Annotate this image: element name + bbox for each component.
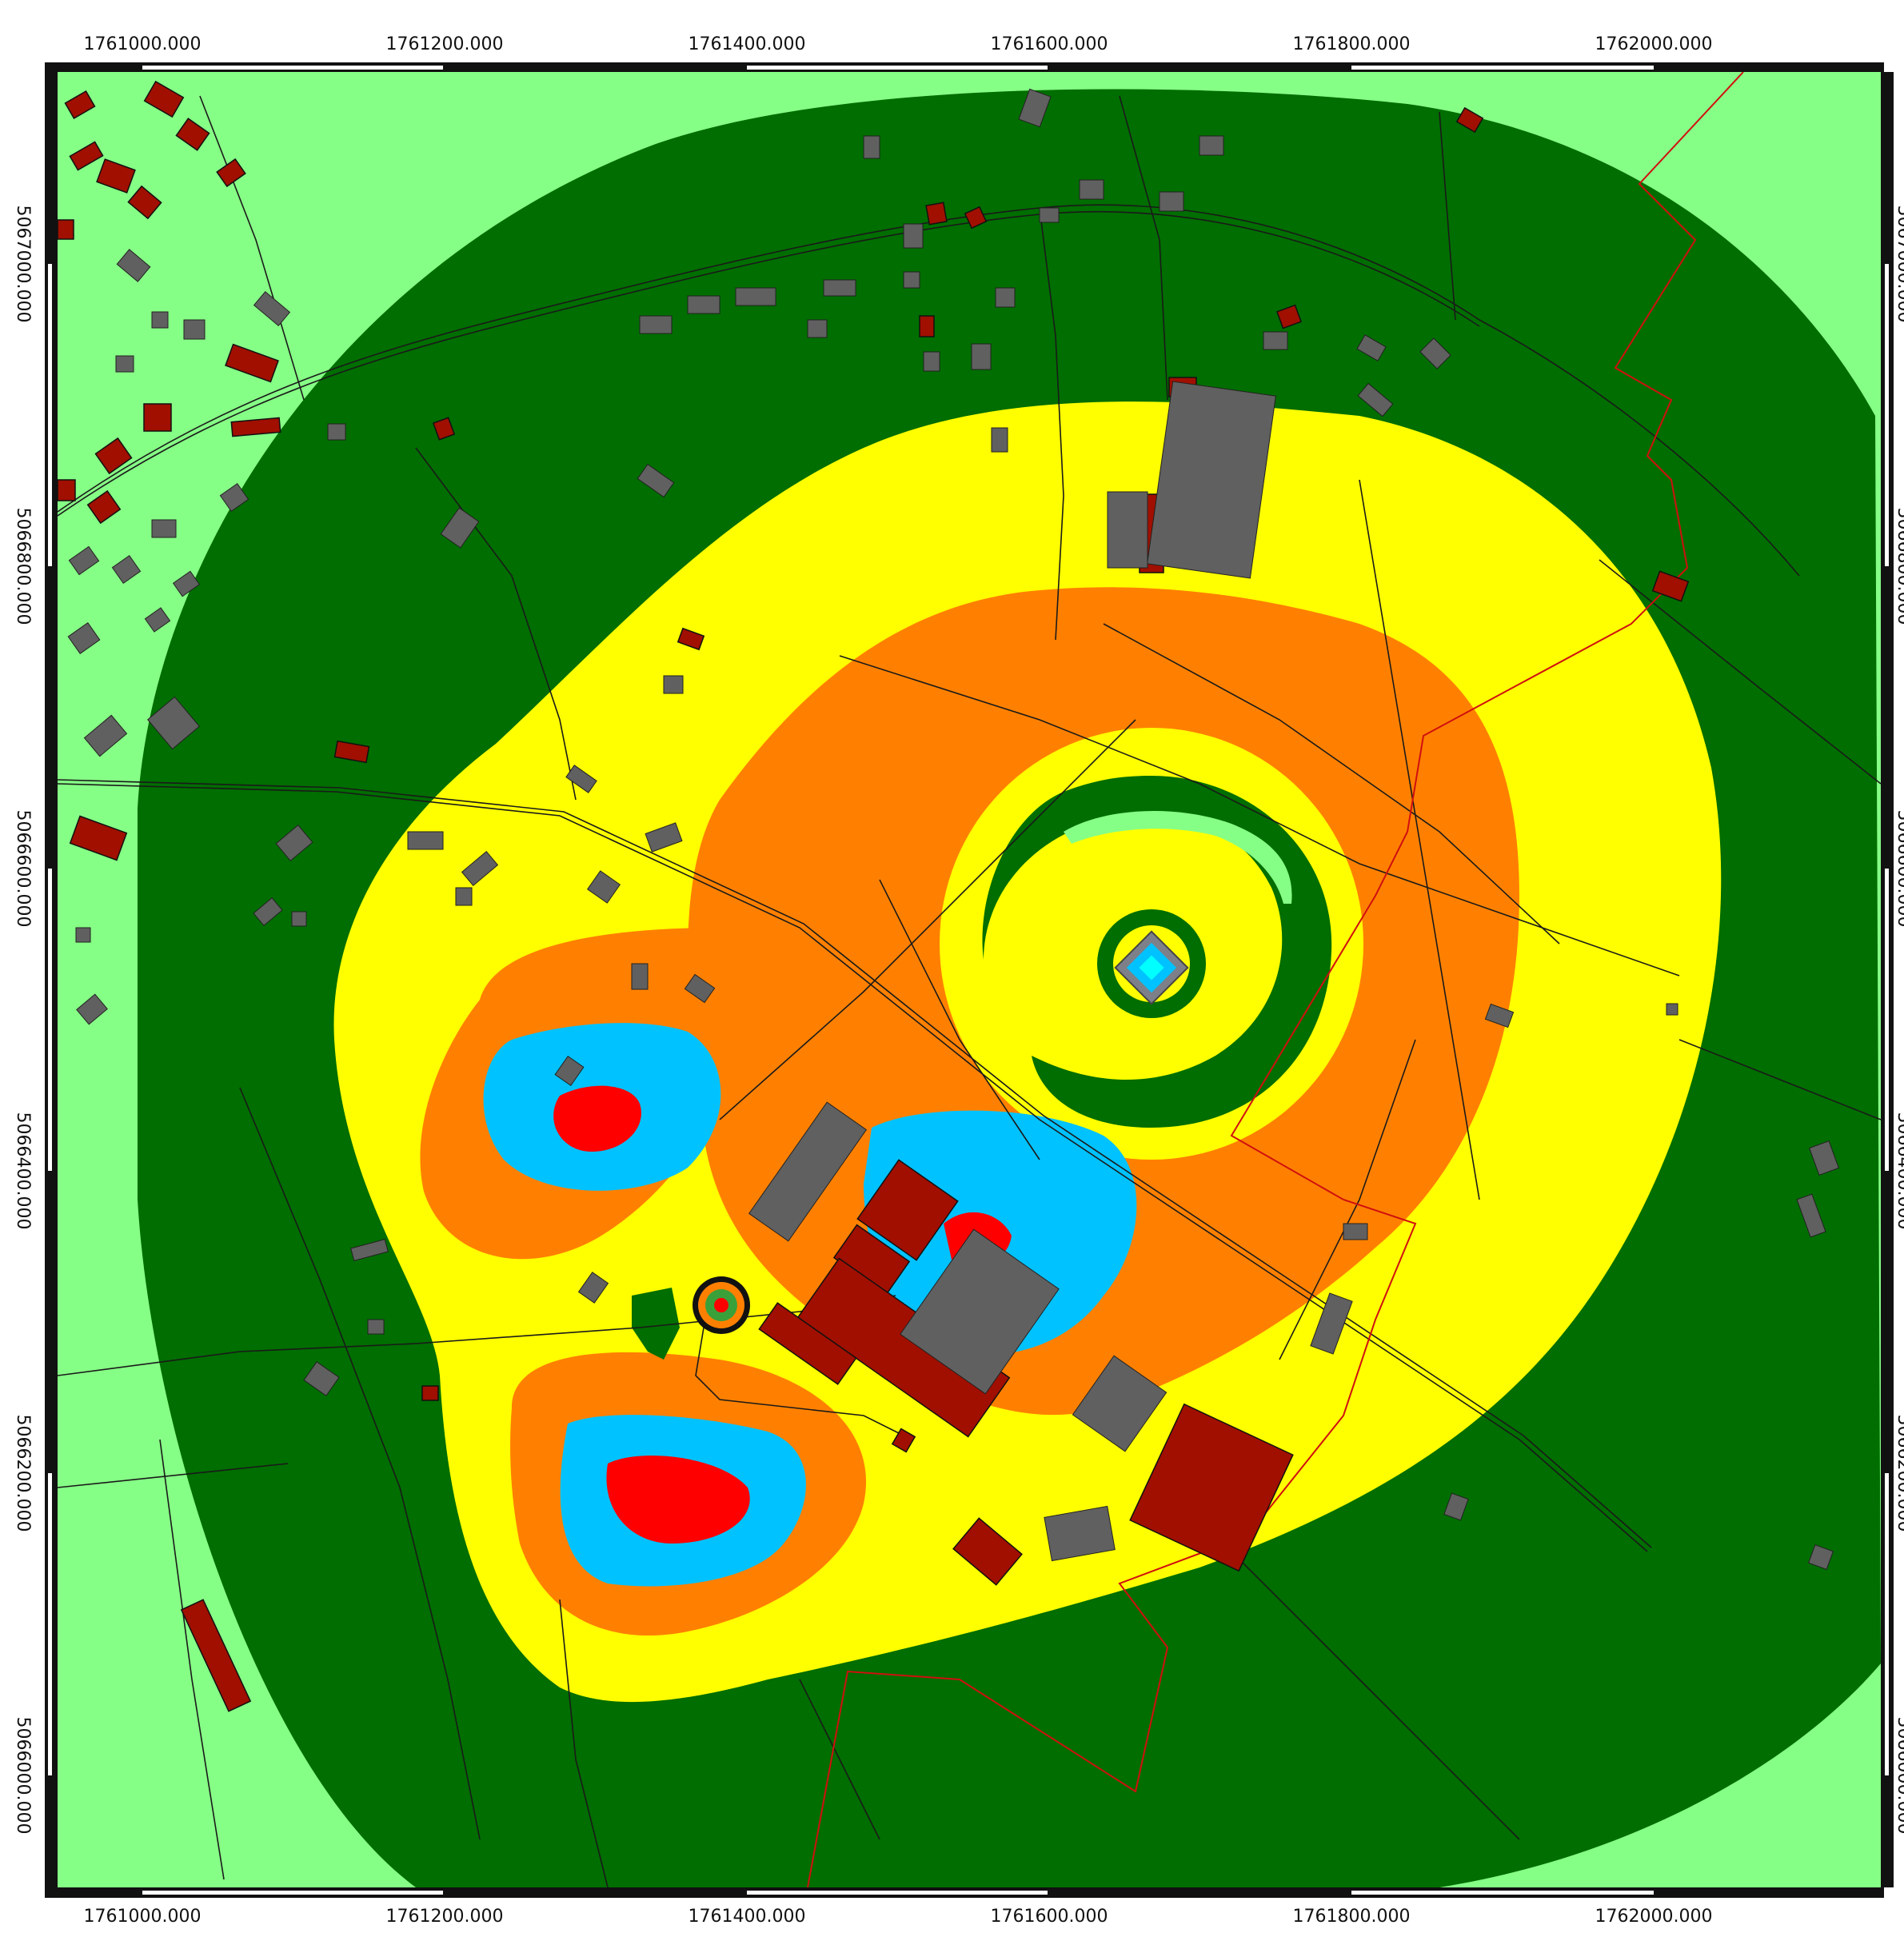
zone-light-green-se — [1455, 1671, 1881, 1887]
industrial-buildings — [67, 88, 1840, 1571]
y-tick-label-right: 5067000.000 — [1894, 206, 1904, 323]
zone-red-west — [553, 1085, 641, 1152]
y-axis-left: 5067000.000 5066800.000 5066600.000 5066… — [13, 206, 33, 1835]
emission-source-icon — [693, 1276, 750, 1334]
road-network — [58, 95, 1881, 1887]
y-tick-label-left: 5066200.000 — [13, 1415, 33, 1532]
x-tick-label-top: 1761600.000 — [991, 34, 1108, 54]
y-tick-label-right: 5066000.000 — [1894, 1717, 1904, 1835]
y-tick-label-left: 5066000.000 — [13, 1717, 33, 1835]
y-tick-label-left: 5066600.000 — [13, 810, 33, 928]
zone-green-swirl — [982, 776, 1332, 1128]
frame-ticks — [45, 62, 1894, 1898]
y-tick-label-right: 5066400.000 — [1894, 1112, 1904, 1230]
x-tick-label-top: 1761400.000 — [689, 34, 806, 54]
x-tick-label-top: 1761000.000 — [84, 34, 202, 54]
y-tick-label-left: 5066400.000 — [13, 1112, 33, 1230]
y-tick-label-right: 5066200.000 — [1894, 1415, 1904, 1532]
y-tick-label-left: 5067000.000 — [13, 206, 33, 323]
x-axis-bottom: 1761000.000 1761200.000 1761400.000 1761… — [84, 1907, 1713, 1927]
x-axis-top: 1761000.000 1761200.000 1761400.000 1761… — [84, 34, 1713, 54]
y-axis-right: 5067000.000 5066800.000 5066600.000 5066… — [1894, 206, 1904, 1835]
x-tick-label-bottom: 1762000.000 — [1595, 1907, 1713, 1927]
map-content — [58, 72, 1881, 1887]
receptor-icon — [1114, 930, 1189, 1005]
x-tick-label-bottom: 1761200.000 — [386, 1907, 504, 1927]
x-tick-label-top: 1761800.000 — [1293, 34, 1411, 54]
y-tick-label-right: 5066600.000 — [1894, 810, 1904, 928]
y-tick-label-left: 5066800.000 — [13, 508, 33, 625]
x-tick-label-bottom: 1761600.000 — [991, 1907, 1108, 1927]
x-tick-label-bottom: 1761800.000 — [1293, 1907, 1411, 1927]
x-tick-label-top: 1761200.000 — [386, 34, 504, 54]
zone-red-south — [606, 1456, 750, 1544]
zone-green-fragment — [632, 1288, 680, 1360]
x-tick-label-bottom: 1761400.000 — [689, 1907, 806, 1927]
y-tick-label-right: 5066800.000 — [1894, 508, 1904, 625]
residential-buildings — [58, 80, 1690, 1712]
x-tick-label-bottom: 1761000.000 — [84, 1907, 202, 1927]
zone-light-green-arc — [1064, 810, 1292, 904]
x-tick-label-top: 1762000.000 — [1595, 34, 1713, 54]
boundary-line — [807, 72, 1744, 1887]
